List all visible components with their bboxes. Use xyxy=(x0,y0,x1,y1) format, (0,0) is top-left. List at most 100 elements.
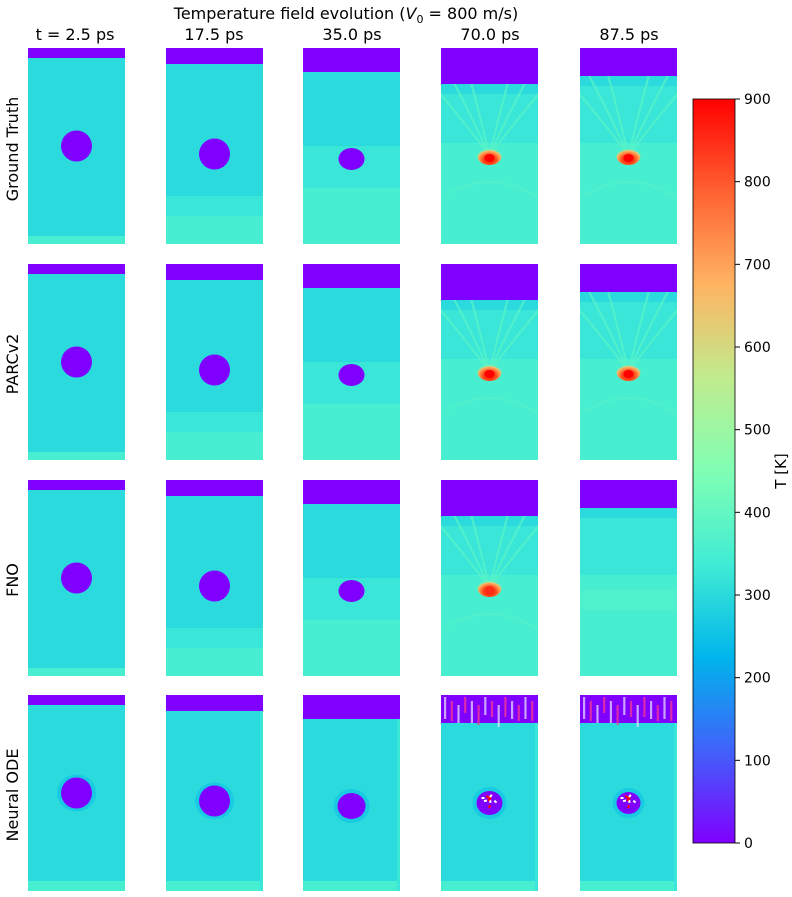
title-prefix: Temperature field evolution ( xyxy=(173,4,406,23)
projectile-void xyxy=(199,570,230,602)
colorbar-tick-label: 300 xyxy=(744,588,771,604)
hot-spot-core xyxy=(623,154,634,162)
field-panel xyxy=(580,480,677,676)
edge-artifact xyxy=(397,695,400,891)
noise-artifact xyxy=(444,697,447,719)
noise-artifact xyxy=(627,796,631,800)
projectile-void xyxy=(61,130,92,162)
field-panel xyxy=(166,48,263,244)
projectile-void xyxy=(199,138,230,170)
colorbar-tick-label: 0 xyxy=(744,836,753,852)
noise-artifact xyxy=(489,794,493,798)
void-region xyxy=(580,480,677,508)
noise-artifact xyxy=(531,701,534,721)
noise-artifact xyxy=(628,794,632,798)
noise-artifact xyxy=(623,697,626,715)
void-region xyxy=(28,695,125,705)
noise-artifact xyxy=(627,804,630,809)
column-label: 70.0 ps xyxy=(460,25,519,44)
shock-band xyxy=(580,590,677,610)
field-panel xyxy=(580,48,677,244)
void-region xyxy=(441,480,538,516)
shock-band xyxy=(441,881,538,891)
field-panel xyxy=(28,695,125,891)
projectile-void xyxy=(199,785,230,817)
shock-band xyxy=(28,452,125,460)
noise-artifact xyxy=(504,697,507,717)
shock-band xyxy=(28,236,125,244)
noise-artifact xyxy=(524,697,527,719)
projectile-void xyxy=(199,354,230,386)
shock-wing xyxy=(441,613,538,631)
field-panel xyxy=(441,264,538,460)
edge-artifact xyxy=(260,695,263,891)
noise-artifact xyxy=(481,797,485,799)
noise-artifact xyxy=(493,799,498,804)
column-labels: t = 2.5 ps 17.5 ps 35.0 ps 70.0 ps 87.5 … xyxy=(36,25,659,44)
noise-artifact xyxy=(497,705,500,727)
noise-artifact xyxy=(485,794,490,799)
projectile-void xyxy=(61,346,92,378)
field-panel xyxy=(580,695,677,891)
void-region xyxy=(166,48,263,64)
projectile-void xyxy=(338,148,365,170)
void-region xyxy=(580,695,677,723)
shock-wing xyxy=(441,181,538,199)
row-labels: Ground Truth PARCv2 FNO Neural ODE xyxy=(3,97,22,842)
title-suffix: = 800 m/s) xyxy=(423,4,518,23)
colorbar-label: T [K] xyxy=(772,453,790,489)
row-label: Neural ODE xyxy=(3,749,22,842)
field-panel xyxy=(580,264,677,460)
void-region xyxy=(303,264,400,288)
figure-title: Temperature field evolution (V0 = 800 m/… xyxy=(173,4,518,26)
hot-spot-core xyxy=(484,154,495,162)
hot-spot-core xyxy=(484,586,495,594)
void-region xyxy=(580,264,677,292)
shock-band xyxy=(166,432,263,460)
projectile-void xyxy=(61,562,92,594)
field-panels xyxy=(28,48,677,891)
shock-band xyxy=(166,881,263,891)
noise-artifact xyxy=(616,705,619,725)
noise-artifact xyxy=(603,697,606,713)
noise-artifact xyxy=(609,701,612,723)
column-label: 35.0 ps xyxy=(322,25,381,44)
void-region xyxy=(28,480,125,490)
shock-wing xyxy=(580,181,677,199)
row-label: Ground Truth xyxy=(3,97,22,202)
column-label: t = 2.5 ps xyxy=(36,25,115,44)
noise-artifact xyxy=(624,794,629,799)
row-label: FNO xyxy=(3,563,22,597)
projectile-void xyxy=(338,364,365,386)
shock-band xyxy=(166,648,263,676)
column-label: 87.5 ps xyxy=(599,25,658,44)
colorbar-gradient xyxy=(692,98,736,844)
field-panel xyxy=(441,480,538,676)
void-region xyxy=(166,480,263,496)
void-region xyxy=(441,695,538,723)
noise-artifact xyxy=(457,705,460,723)
void-region xyxy=(303,695,400,719)
noise-artifact xyxy=(484,697,487,715)
field-panel xyxy=(28,264,125,460)
noise-artifact xyxy=(488,796,492,800)
colorbar: 0 100 200 300 400 500 600 700 800 900 T [K] xyxy=(692,92,790,852)
row-label: PARCv2 xyxy=(3,334,22,395)
noise-artifact xyxy=(650,701,653,719)
shock-band xyxy=(303,188,400,244)
field-panel xyxy=(441,695,538,891)
projectile-void xyxy=(337,793,366,819)
void-region xyxy=(28,264,125,274)
title-subscript: 0 xyxy=(416,13,423,26)
field-panel xyxy=(441,48,538,244)
shock-band xyxy=(166,216,263,244)
shock-wing xyxy=(580,397,677,415)
noise-artifact xyxy=(487,798,491,802)
noise-artifact xyxy=(622,799,627,803)
void-region xyxy=(166,264,263,280)
noise-artifact xyxy=(596,705,599,723)
void-region xyxy=(303,48,400,72)
field-panel xyxy=(166,264,263,460)
shock-band xyxy=(28,881,125,891)
